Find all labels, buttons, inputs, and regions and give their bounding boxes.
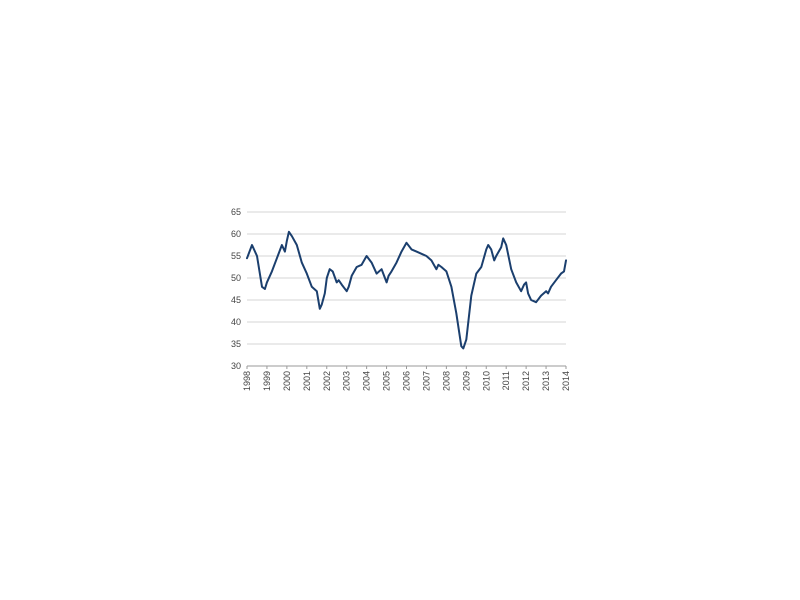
x-tick-label: 2014	[561, 371, 571, 391]
x-tick-label: 2005	[382, 371, 392, 391]
x-tick-label: 2012	[521, 371, 531, 391]
series-line-0	[246, 230, 567, 350]
x-tick-label: 2011	[501, 371, 511, 390]
y-axis: 30 35 40 45 50 55 60 65	[231, 207, 241, 371]
y-tick-label: 45	[231, 295, 241, 305]
y-tick-label: 65	[231, 207, 241, 217]
x-tick-label: 2003	[342, 371, 352, 391]
y-tick-label: 30	[231, 361, 241, 371]
y-tick-label: 50	[231, 273, 241, 283]
y-tick-label: 35	[231, 339, 241, 349]
x-tick-label: 2004	[362, 371, 372, 391]
x-tick-label: 2000	[282, 371, 292, 391]
y-tick-label: 60	[231, 229, 241, 239]
x-tick-label: 2006	[402, 371, 412, 391]
x-tick-label: 2007	[421, 371, 431, 391]
x-tick-label: 2010	[481, 371, 491, 391]
y-tick-label: 40	[231, 317, 241, 327]
gridlines	[247, 211, 566, 367]
x-tick-label: 1998	[242, 371, 252, 391]
y-tick-label: 55	[231, 251, 241, 261]
x-tick-label: 2009	[461, 371, 471, 391]
x-tick-label: 1999	[262, 371, 272, 391]
x-tick-label: 2008	[441, 371, 451, 391]
series-group	[246, 230, 567, 350]
x-tick-label: 2013	[541, 371, 551, 391]
x-tick-label: 2001	[302, 371, 312, 391]
x-axis: 1998 1999 2000 2001 2002 2003 2004 2005 2006 2007…	[242, 366, 571, 391]
x-tick-label: 2002	[322, 371, 332, 391]
